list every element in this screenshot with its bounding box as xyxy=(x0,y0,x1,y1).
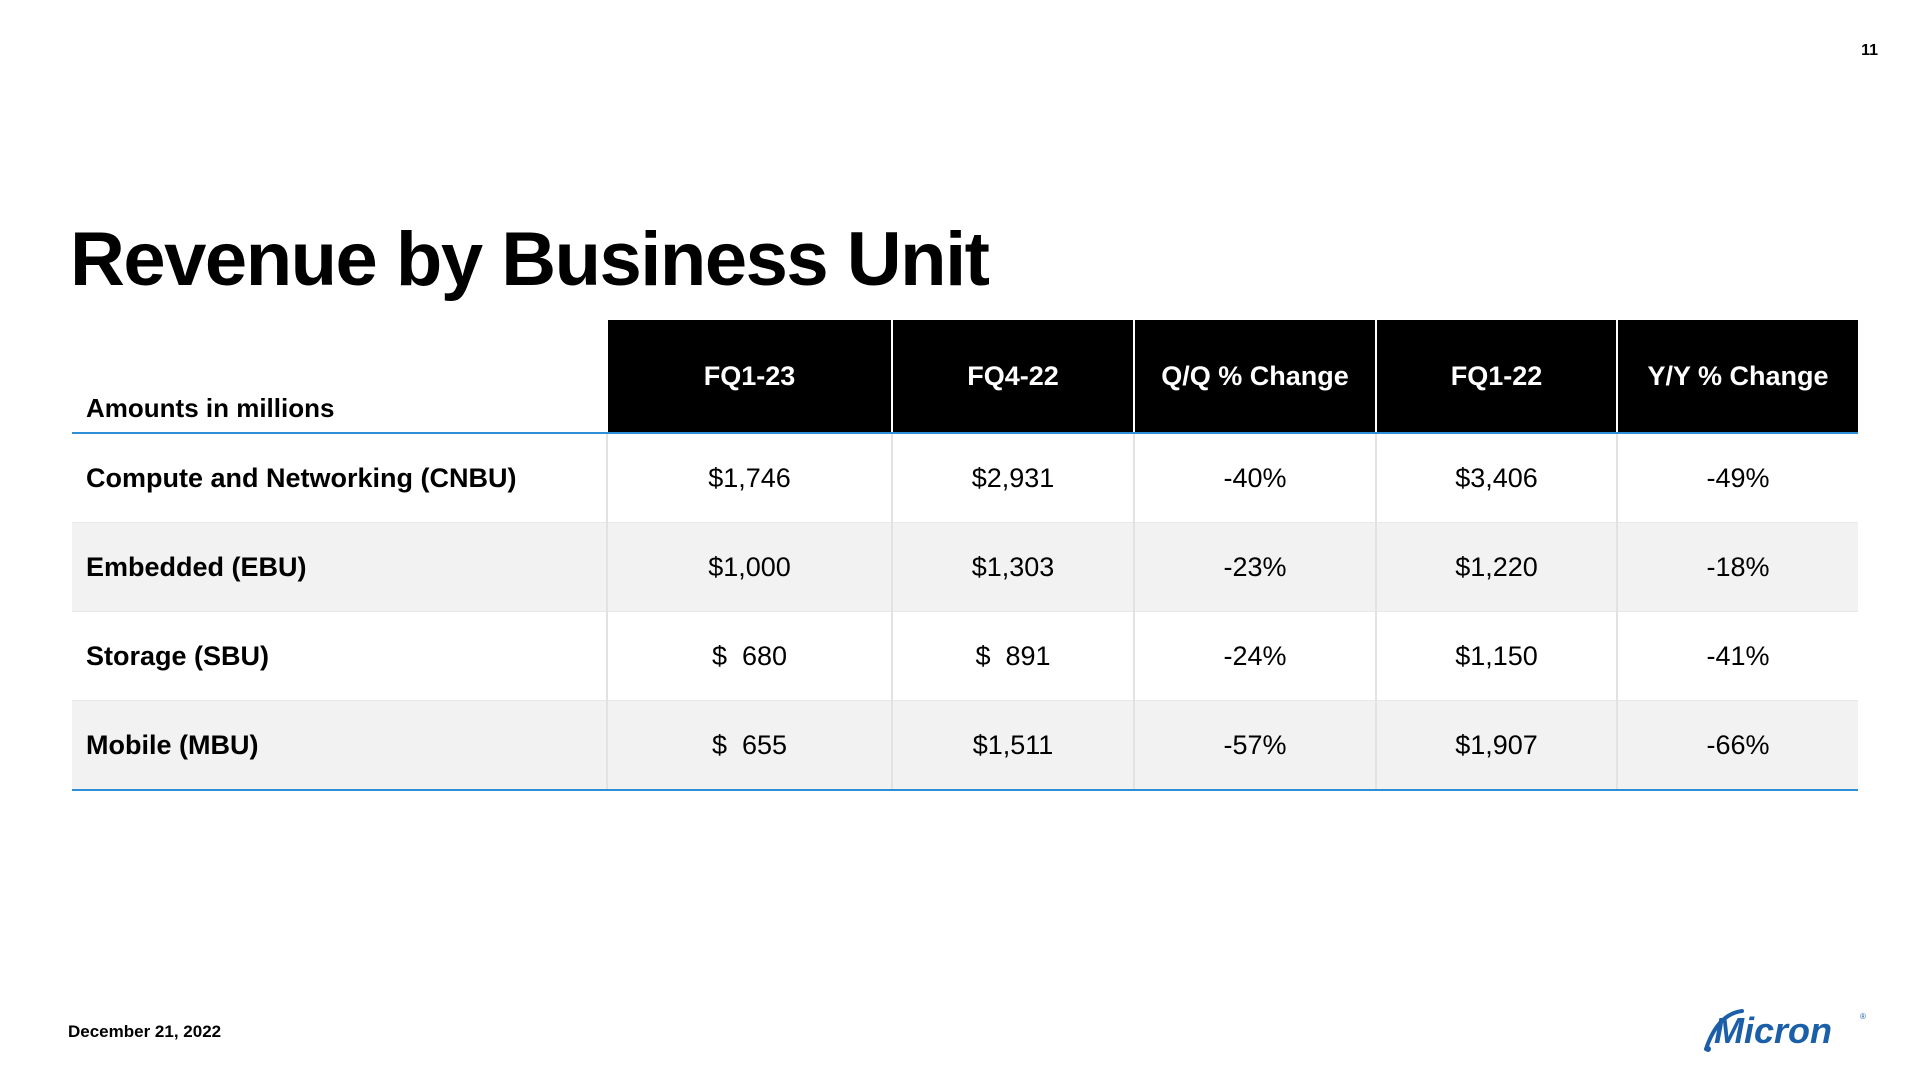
row-label: Embedded (EBU) xyxy=(72,522,607,612)
table-cell: $3,406 xyxy=(1375,432,1617,523)
table-cell: -66% xyxy=(1616,700,1858,791)
table-cell: $1,220 xyxy=(1375,522,1617,612)
column-header: FQ1-22 xyxy=(1375,320,1617,434)
table-cell: $2,931 xyxy=(891,432,1134,523)
table-cell: $1,000 xyxy=(606,522,892,612)
row-label: Storage (SBU) xyxy=(72,611,607,701)
row-label: Mobile (MBU) xyxy=(72,700,607,791)
table-row: Embedded (EBU) $1,000 $1,303 -23% $1,220… xyxy=(72,522,1858,612)
units-label: Amounts in millions xyxy=(72,320,607,434)
table-cell: -18% xyxy=(1616,522,1858,612)
page-number: 11 xyxy=(1861,42,1878,59)
table-cell: $1,303 xyxy=(891,522,1134,612)
micron-logo-icon: Micron ® xyxy=(1704,1009,1866,1052)
table-cell: -57% xyxy=(1133,700,1376,791)
table-cell: -49% xyxy=(1616,432,1858,523)
table-cell: $1,907 xyxy=(1375,700,1617,791)
table-cell: $ 655 xyxy=(606,700,892,791)
table-cell: -24% xyxy=(1133,611,1376,701)
footer-date: December 21, 2022 xyxy=(68,1022,222,1041)
table-row: Storage (SBU) $ 680 $ 891 -24% $1,150 -4… xyxy=(72,611,1858,701)
column-header: FQ4-22 xyxy=(891,320,1134,434)
svg-text:®: ® xyxy=(1860,1012,1866,1021)
slide-title: Revenue by Business Unit xyxy=(70,217,990,302)
table-cell: -40% xyxy=(1133,432,1376,523)
row-label: Compute and Networking (CNBU) xyxy=(72,432,607,523)
logo-wordmark: Micron xyxy=(1714,1010,1832,1051)
table-cell: $1,150 xyxy=(1375,611,1617,701)
table-cell: $1,511 xyxy=(891,700,1134,791)
column-header: FQ1-23 xyxy=(606,320,892,434)
table-header-row: Amounts in millions FQ1-23 FQ4-22 Q/Q % … xyxy=(72,320,1858,434)
column-header: Q/Q % Change xyxy=(1133,320,1376,434)
table-cell: $ 891 xyxy=(891,611,1134,701)
column-header: Y/Y % Change xyxy=(1616,320,1858,434)
table-cell: -23% xyxy=(1133,522,1376,612)
table-cell: $ 680 xyxy=(606,611,892,701)
revenue-table: Amounts in millions FQ1-23 FQ4-22 Q/Q % … xyxy=(72,320,1858,791)
table-row: Compute and Networking (CNBU) $1,746 $2,… xyxy=(72,432,1858,523)
table-cell: -41% xyxy=(1616,611,1858,701)
table-row: Mobile (MBU) $ 655 $1,511 -57% $1,907 -6… xyxy=(72,700,1858,791)
table-cell: $1,746 xyxy=(606,432,892,523)
